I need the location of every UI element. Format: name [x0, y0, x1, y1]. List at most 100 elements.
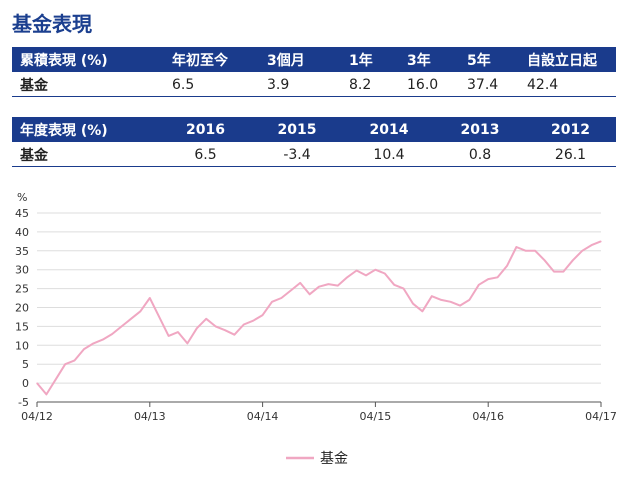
- table-cell: 37.4: [459, 72, 519, 97]
- data-point: [487, 278, 489, 280]
- data-point: [374, 269, 376, 271]
- data-point: [356, 269, 358, 272]
- x-tick-label: 04/13: [134, 410, 166, 423]
- gridlines: [37, 212, 601, 403]
- column-header: 3個月: [259, 47, 341, 72]
- data-point: [562, 270, 565, 273]
- data-point: [83, 348, 85, 350]
- data-point: [318, 286, 320, 288]
- data-point: [384, 272, 386, 275]
- data-point: [139, 310, 141, 312]
- data-point: [365, 274, 367, 276]
- data-point: [534, 250, 536, 252]
- data-point: [440, 299, 442, 301]
- data-point: [224, 329, 226, 331]
- y-tick-label: 20: [15, 302, 29, 315]
- column-header: 年度表現 (%): [12, 117, 160, 142]
- column-header: 3年: [399, 47, 459, 72]
- y-tick-label: 0: [22, 377, 29, 390]
- data-point: [92, 342, 94, 345]
- data-point: [177, 331, 179, 333]
- data-point: [111, 333, 113, 335]
- table-cell: 26.1: [525, 142, 616, 167]
- y-tick-label: 30: [15, 264, 29, 277]
- table-cell: 16.0: [399, 72, 459, 97]
- data-point: [205, 318, 207, 320]
- column-header: 2012: [525, 117, 616, 142]
- y-tick-label: 40: [15, 226, 29, 239]
- column-header: 2016: [160, 117, 251, 142]
- data-point: [233, 334, 235, 336]
- data-point: [299, 282, 301, 284]
- column-header: 5年: [459, 47, 519, 72]
- column-header: 2014: [343, 117, 435, 142]
- y-tick-label: 45: [15, 207, 29, 220]
- data-point: [271, 301, 273, 303]
- y-tick-label: 10: [15, 339, 29, 352]
- data-point: [450, 301, 452, 303]
- data-point: [243, 323, 245, 326]
- annual-performance-table: 年度表現 (%) 2016 2015 2014 2013 2012 基金 6.5…: [12, 117, 616, 167]
- column-header: 1年: [341, 47, 399, 72]
- axes: [36, 401, 602, 407]
- data-point: [581, 250, 583, 252]
- x-tick-label: 04/12: [21, 410, 53, 423]
- data-point: [506, 265, 508, 267]
- legend: 基金: [286, 450, 348, 467]
- y-tick-label: -5: [18, 396, 29, 409]
- tick-labels: % -5 0 5 10 15 20 25 30 35 40 45 04/12 04/13 04/14 04/1…: [15, 191, 617, 423]
- x-tick-label: 04/14: [247, 410, 279, 423]
- data-point: [130, 318, 132, 320]
- table-cell: 3.9: [259, 72, 341, 97]
- data-point: [478, 284, 480, 286]
- data-point: [403, 288, 405, 290]
- x-tick-label: 04/17: [585, 410, 617, 423]
- table-cell: 10.4: [343, 142, 435, 167]
- table-cell: 8.2: [341, 72, 399, 97]
- column-header: 2013: [435, 117, 525, 142]
- data-point: [158, 316, 160, 318]
- page-title: 基金表現: [12, 12, 92, 36]
- data-point: [149, 297, 151, 299]
- table-cell: 0.8: [435, 142, 525, 167]
- data-point: [121, 325, 123, 327]
- table-cell: -3.4: [251, 142, 343, 167]
- series: [36, 240, 602, 396]
- data-point: [468, 299, 470, 301]
- table-header-row: 年度表現 (%) 2016 2015 2014 2013 2012: [12, 117, 616, 142]
- y-tick-label: 5: [22, 358, 29, 371]
- data-point: [215, 325, 217, 327]
- data-point: [168, 335, 170, 337]
- x-tick-label: 04/16: [472, 410, 504, 423]
- data-point: [393, 284, 395, 286]
- data-point: [421, 310, 423, 312]
- data-point: [290, 289, 292, 292]
- data-point: [196, 327, 198, 329]
- data-point: [45, 393, 48, 396]
- data-point: [544, 259, 546, 261]
- data-point: [55, 378, 57, 380]
- y-tick-label: 15: [15, 320, 29, 333]
- table-row: 基金 6.5 -3.4 10.4 0.8 26.1: [12, 142, 616, 167]
- table-cell: 6.5: [160, 142, 251, 167]
- cumulative-performance-table: 累積表現 (%) 年初至今 3個月 1年 3年 5年 自設立日起 基金 6.5 …: [12, 47, 616, 97]
- table-cell: 42.4: [519, 72, 616, 97]
- data-point: [431, 295, 433, 297]
- column-header: 累積表現 (%): [12, 47, 164, 72]
- data-point: [74, 359, 76, 362]
- data-point: [346, 276, 348, 278]
- table-header-row: 累積表現 (%) 年初至今 3個月 1年 3年 5年 自設立日起: [12, 47, 616, 72]
- row-label: 基金: [12, 72, 164, 97]
- y-tick-label: 25: [15, 283, 29, 296]
- table-cell: 6.5: [164, 72, 259, 97]
- data-point: [64, 363, 66, 365]
- legend-label: 基金: [320, 450, 348, 467]
- data-point: [515, 246, 518, 248]
- data-point: [309, 293, 311, 295]
- series-line: [36, 240, 602, 396]
- line-chart: % -5 0 5 10 15 20 25 30 35 40 45 04/12 04/13 04/14 04/1…: [15, 191, 617, 467]
- data-point: [327, 283, 329, 285]
- data-point: [186, 342, 188, 345]
- data-point: [525, 250, 527, 252]
- column-header: 年初至今: [164, 47, 259, 72]
